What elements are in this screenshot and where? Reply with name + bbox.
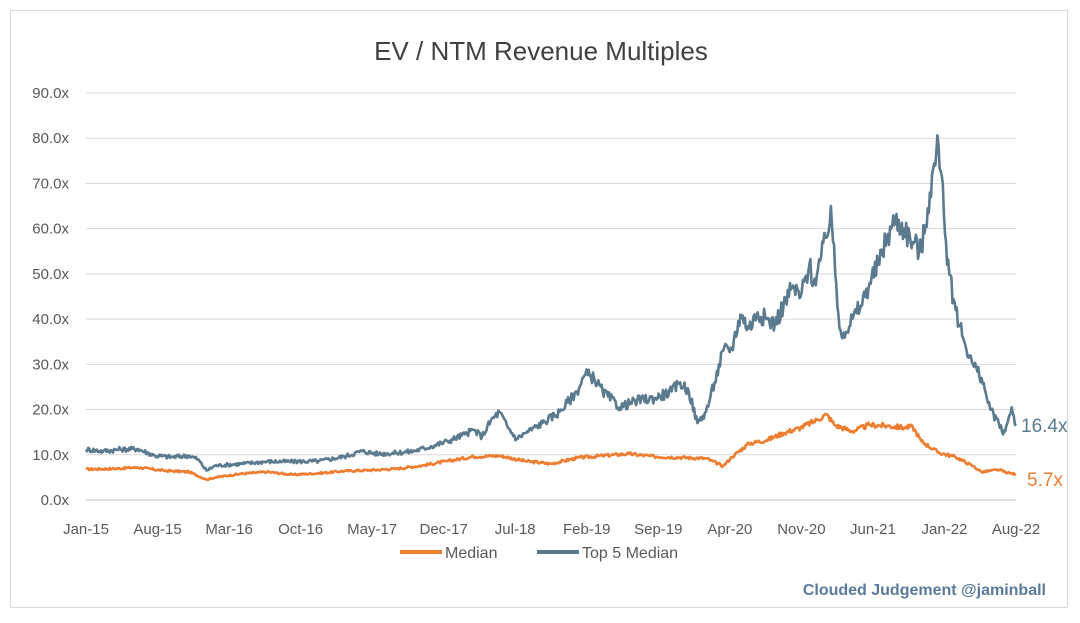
y-tick-label: 10.0x (32, 447, 69, 464)
x-tick-label: Oct-16 (278, 521, 323, 538)
x-tick-label: Aug-22 (992, 521, 1040, 538)
x-tick-label: Jan-15 (63, 521, 109, 538)
gridlines (86, 92, 1016, 501)
legend: Median Top 5 Median (400, 545, 678, 562)
series-median-line (85, 412, 1017, 482)
x-tick-label: Jan-22 (922, 521, 968, 538)
chart-svg: EV / NTM Revenue Multiples 0.0x 10.0x 20.0… (32, 36, 1068, 599)
y-tick-label: 80.0x (32, 130, 69, 147)
y-tick-label: 60.0x (32, 221, 69, 238)
x-tick-label: Jul-18 (495, 521, 536, 538)
x-tick-label: Sep-19 (634, 521, 682, 538)
chart-frame: EV / NTM Revenue Multiples 0.0x 10.0x 20.0… (10, 10, 1068, 608)
y-tick-label: 20.0x (32, 402, 69, 419)
series-top5-median-line (84, 134, 1018, 472)
x-tick-label: Aug-15 (133, 521, 181, 538)
x-tick-label: Mar-16 (205, 521, 253, 538)
top5-median-end-label: 16.4x (1021, 416, 1068, 437)
y-tick-label: 70.0x (32, 175, 69, 192)
y-tick-label: 40.0x (32, 311, 69, 328)
median-end-label: 5.7x (1027, 470, 1063, 491)
x-axis-tick-labels: Jan-15 Aug-15 Mar-16 Oct-16 May-17 Dec-17 Jul-… (63, 521, 1040, 538)
x-tick-label: Feb-19 (563, 521, 611, 538)
x-tick-label: Dec-17 (420, 521, 468, 538)
y-axis-tick-labels: 0.0x 10.0x 20.0x 30.0x 40.0x 50.0x 60.0x 70.0x 8… (32, 85, 69, 509)
x-tick-label: Apr-20 (707, 521, 752, 538)
x-tick-label: Nov-20 (777, 521, 825, 538)
y-tick-label: 30.0x (32, 356, 69, 373)
x-tick-label: Jun-21 (850, 521, 896, 538)
legend-top5-label: Top 5 Median (582, 545, 678, 562)
y-tick-label: 50.0x (32, 266, 69, 283)
chart-title: EV / NTM Revenue Multiples (374, 36, 708, 66)
x-tick-label: May-17 (347, 521, 397, 538)
series-lines (84, 134, 1018, 482)
watermark: Clouded Judgement @jaminball (803, 582, 1046, 599)
series-end-labels: 5.7x 16.4x (1021, 416, 1068, 491)
y-tick-label: 0.0x (41, 492, 70, 509)
y-tick-label: 90.0x (32, 85, 69, 102)
legend-median-label: Median (445, 545, 497, 562)
